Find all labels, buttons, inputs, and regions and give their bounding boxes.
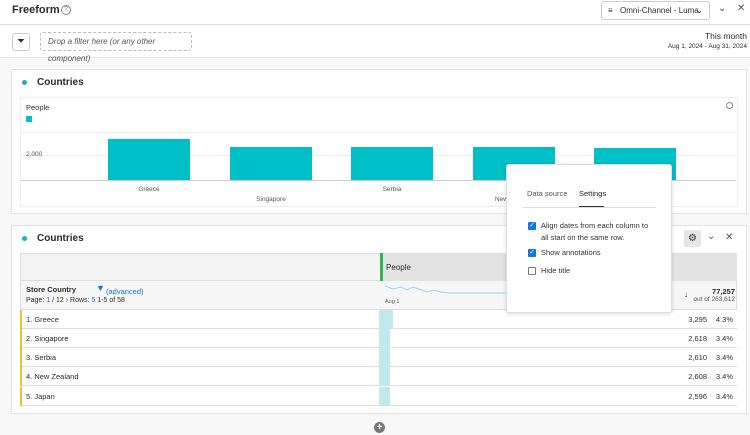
page-title: Freeform bbox=[12, 4, 60, 16]
table-row[interactable]: 3. Serbia 2,610 3.4% bbox=[20, 348, 737, 367]
x-tick-label: Serbia bbox=[382, 186, 402, 193]
legend-swatch[interactable] bbox=[26, 116, 32, 122]
bar-serbia[interactable] bbox=[351, 147, 433, 180]
row-value: 2,610 bbox=[688, 353, 707, 362]
x-tick-label: Greece bbox=[138, 186, 160, 193]
close-icon[interactable]: ✕ bbox=[725, 232, 734, 243]
row-name: 3. Serbia bbox=[26, 353, 57, 362]
rows-count[interactable]: 5 bbox=[91, 297, 96, 304]
tab-divider bbox=[523, 207, 656, 208]
filter-funnel-icon[interactable]: ▼ bbox=[96, 283, 105, 293]
pagination: Page: 1 / 12 › Rows: 5 1-5 of 58 bbox=[26, 297, 125, 304]
info-icon[interactable] bbox=[726, 102, 733, 109]
row-percent: 3.4% bbox=[715, 372, 733, 381]
show-annotations-checkbox[interactable]: ✓ bbox=[528, 249, 536, 257]
table-row[interactable]: 1. Greece 3,295 4.3% bbox=[20, 310, 737, 329]
active-tab-indicator bbox=[579, 206, 604, 207]
rows-label: Rows: bbox=[70, 297, 90, 304]
filter-bar bbox=[0, 26, 750, 58]
data-view-label: Omni-Channel - Luma bbox=[620, 6, 699, 15]
chart-area bbox=[20, 97, 738, 207]
date-range[interactable]: Aug 1, 2024 - Aug 31, 2024 bbox=[667, 43, 747, 50]
page-total: / 12 bbox=[52, 297, 64, 304]
row-name: 4. New Zealand bbox=[26, 372, 79, 381]
add-panel-icon[interactable]: + bbox=[374, 422, 385, 433]
next-page-icon[interactable]: › bbox=[65, 297, 69, 304]
row-range: 1-5 of 58 bbox=[97, 297, 125, 304]
dimension-header[interactable]: Store Country bbox=[26, 285, 77, 294]
baseline bbox=[21, 180, 736, 181]
panel-dot-icon bbox=[22, 80, 27, 85]
align-dates-label: Align dates from each column to all star… bbox=[541, 221, 649, 242]
row-share-bar bbox=[379, 367, 391, 386]
column-header-label: People bbox=[386, 263, 411, 272]
align-dates-checkbox[interactable]: ✓ bbox=[528, 222, 536, 230]
chevron-down-icon[interactable]: ⌄ bbox=[707, 231, 716, 242]
row-name: 2. Singapore bbox=[26, 334, 69, 343]
row-share-bar bbox=[379, 348, 391, 367]
row-value: 3,295 bbox=[688, 315, 707, 324]
hide-title-label: Hide title bbox=[541, 266, 571, 275]
gear-icon[interactable]: ⚙ bbox=[684, 230, 701, 247]
row-marker bbox=[20, 329, 22, 348]
sparkline-label: Aug 1 bbox=[385, 299, 400, 305]
row-share-bar bbox=[379, 310, 394, 329]
panel-dot-icon bbox=[22, 236, 27, 241]
row-percent: 3.4% bbox=[715, 392, 733, 401]
row-marker bbox=[20, 387, 22, 406]
panel-title: Countries bbox=[37, 77, 84, 88]
row-marker bbox=[20, 367, 22, 386]
close-icon[interactable]: ✕ bbox=[737, 3, 746, 14]
database-icon: ≡ bbox=[608, 6, 613, 15]
bar-greece[interactable] bbox=[108, 138, 190, 180]
total-of: out of 263,612 bbox=[693, 296, 735, 303]
row-share-bar bbox=[379, 329, 391, 348]
bar-singapore[interactable] bbox=[230, 147, 312, 180]
chevron-down-icon: ⌄ bbox=[696, 6, 703, 15]
row-value: 2,608 bbox=[688, 372, 707, 381]
sparkline bbox=[385, 285, 510, 294]
row-value: 2,618 bbox=[688, 334, 707, 343]
row-marker bbox=[20, 348, 22, 367]
table-row[interactable]: 4. New Zealand 2,608 3.4% bbox=[20, 367, 737, 386]
panel-title: Countries bbox=[37, 233, 84, 244]
row-percent: 4.3% bbox=[715, 315, 733, 324]
legend-title: People bbox=[26, 103, 50, 112]
filter-icon[interactable]: ⏷ bbox=[12, 33, 30, 51]
row-percent: 3.4% bbox=[715, 353, 733, 362]
total-value: 77,257 bbox=[712, 287, 735, 296]
y-tick: 2,000 bbox=[26, 151, 43, 158]
row-value: 2,596 bbox=[688, 392, 707, 401]
help-icon[interactable]: ? bbox=[61, 5, 71, 15]
table-row[interactable]: 2. Singapore 2,618 3.4% bbox=[20, 329, 737, 348]
sort-desc-icon[interactable]: ↓ bbox=[684, 290, 688, 299]
column-drag-handle[interactable] bbox=[380, 253, 383, 281]
table-row[interactable]: 5. Japan 2,596 3.4% bbox=[20, 387, 737, 406]
filter-drop-zone[interactable]: Drop a filter here (or any other compone… bbox=[40, 32, 192, 63]
collapse-chevron-icon[interactable]: ⌄ bbox=[718, 3, 727, 14]
row-name: 1. Greece bbox=[26, 315, 59, 324]
gridline bbox=[21, 132, 736, 133]
data-view-dropdown[interactable]: ≡ Omni-Channel - Luma ⌄ bbox=[601, 1, 710, 20]
tab-settings[interactable]: Settings bbox=[579, 189, 607, 198]
settings-popover: Data source Settings ✓ Align dates from … bbox=[506, 164, 672, 313]
row-marker bbox=[20, 310, 22, 329]
row-share-bar bbox=[379, 387, 391, 406]
date-label[interactable]: This month bbox=[704, 31, 747, 41]
page-label: Page: bbox=[26, 297, 45, 304]
show-annotations-label: Show annotations bbox=[541, 248, 601, 257]
row-percent: 3.4% bbox=[715, 334, 733, 343]
x-tick-label: Singapore bbox=[256, 196, 286, 203]
tab-data-source[interactable]: Data source bbox=[527, 189, 568, 198]
advanced-filter-link[interactable]: (advanced) bbox=[106, 287, 144, 296]
page-current[interactable]: 1 bbox=[46, 297, 51, 304]
row-name: 5. Japan bbox=[26, 392, 55, 401]
hide-title-checkbox[interactable] bbox=[528, 267, 536, 275]
